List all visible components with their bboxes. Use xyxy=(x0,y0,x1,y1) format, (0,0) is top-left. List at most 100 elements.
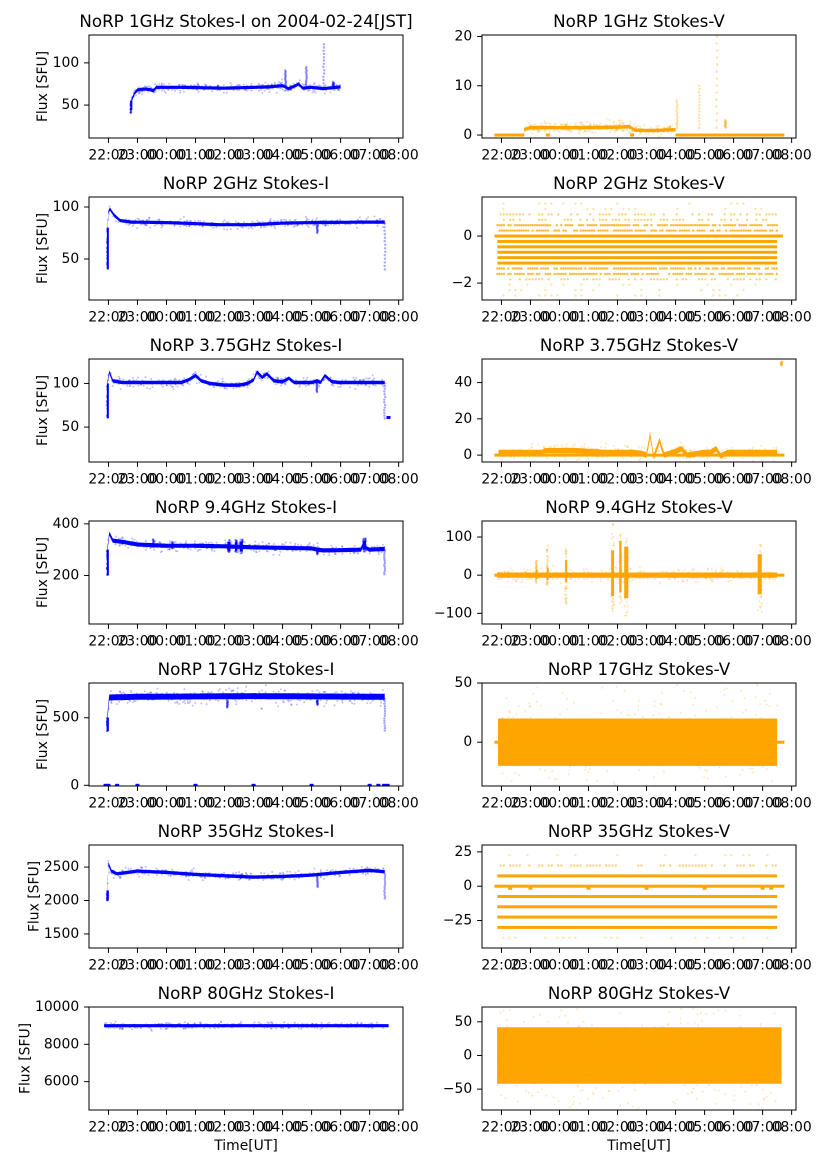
data-point xyxy=(313,547,316,550)
data-point xyxy=(324,224,327,227)
data-point xyxy=(535,560,538,563)
data-point xyxy=(344,222,346,225)
x-tick-label: 02:00 xyxy=(598,309,638,325)
data-point xyxy=(614,128,617,131)
data-point xyxy=(295,694,297,697)
data-point xyxy=(189,548,192,551)
data-point xyxy=(654,443,657,446)
data-point xyxy=(623,556,626,559)
data-point xyxy=(614,447,617,450)
data-point xyxy=(226,701,229,704)
data-point xyxy=(203,222,206,225)
data-point xyxy=(106,783,111,786)
data-point xyxy=(129,107,132,110)
data-point xyxy=(222,87,225,90)
data-point xyxy=(323,72,326,75)
data-point xyxy=(661,445,664,447)
data-point xyxy=(225,701,229,705)
data-point xyxy=(106,566,108,569)
data-point xyxy=(550,449,553,452)
data-point xyxy=(646,576,649,579)
data-point xyxy=(237,698,240,701)
data-point xyxy=(230,689,233,692)
data-point xyxy=(185,540,187,543)
data-point xyxy=(627,132,630,135)
data-point xyxy=(383,229,386,232)
data-point xyxy=(753,267,756,270)
data-point xyxy=(241,538,244,541)
data-point xyxy=(578,132,581,135)
data-point xyxy=(359,697,362,700)
data-point xyxy=(185,224,188,227)
y-axis-label: Flux [SFU] xyxy=(35,375,51,446)
subplot-17ghz-stokes-v: 05022:0023:0000:0001:0002:0003:0004:0005… xyxy=(455,659,812,811)
data-point xyxy=(626,587,629,590)
data-point xyxy=(106,722,109,725)
data-point xyxy=(575,229,578,232)
data-point xyxy=(357,220,360,223)
data-point xyxy=(563,576,566,579)
data-point xyxy=(281,548,284,551)
data-point xyxy=(210,225,213,228)
data-point xyxy=(330,223,333,225)
data-point xyxy=(316,385,319,389)
data-point xyxy=(704,572,707,574)
data-point xyxy=(565,567,568,570)
data-point xyxy=(116,379,119,382)
data-point xyxy=(170,85,173,88)
data-point xyxy=(760,766,763,768)
data-point xyxy=(535,559,538,562)
data-point xyxy=(546,565,548,568)
data-point xyxy=(356,692,359,695)
data-layer xyxy=(494,35,785,138)
data-point xyxy=(226,700,230,704)
data-point xyxy=(303,379,305,382)
data-point xyxy=(562,272,565,276)
data-point xyxy=(667,452,670,455)
data-point xyxy=(692,576,695,579)
data-point xyxy=(772,446,775,449)
data-point xyxy=(190,85,192,88)
data-point xyxy=(746,452,749,455)
data-point xyxy=(316,550,319,553)
data-point xyxy=(709,577,711,580)
data-point xyxy=(171,543,174,546)
data-band xyxy=(107,370,385,387)
subplot-title: NoRP 9.4GHz Stokes-I xyxy=(155,497,337,517)
data-point xyxy=(133,699,136,702)
data-point xyxy=(131,95,134,98)
data-point xyxy=(281,696,284,699)
data-point xyxy=(274,223,277,226)
data-point xyxy=(210,222,213,224)
data-point xyxy=(548,447,551,450)
data-point xyxy=(549,224,552,227)
data-point xyxy=(535,569,538,571)
data-point xyxy=(266,371,269,374)
data-point xyxy=(270,545,273,548)
data-point xyxy=(518,278,521,281)
data-point xyxy=(562,575,565,577)
data-point xyxy=(235,544,237,547)
data-point xyxy=(658,135,661,138)
data-point xyxy=(177,697,180,700)
data-point xyxy=(592,448,594,450)
data-point xyxy=(334,220,337,223)
data-point xyxy=(618,554,621,557)
data-point xyxy=(611,125,614,128)
data-point xyxy=(764,699,767,702)
data-point xyxy=(678,451,681,454)
data-point xyxy=(546,544,549,547)
data-level-line xyxy=(494,133,525,137)
data-point xyxy=(316,223,319,227)
data-point xyxy=(332,85,335,88)
data-point xyxy=(760,452,763,455)
data-point xyxy=(227,541,230,544)
data-point xyxy=(235,545,238,548)
data-point xyxy=(553,229,556,232)
data-point xyxy=(567,129,570,132)
data-point xyxy=(661,229,664,232)
data-point xyxy=(345,380,348,383)
data-point xyxy=(319,87,322,90)
data-point xyxy=(216,84,219,87)
data-level-line xyxy=(494,234,783,238)
